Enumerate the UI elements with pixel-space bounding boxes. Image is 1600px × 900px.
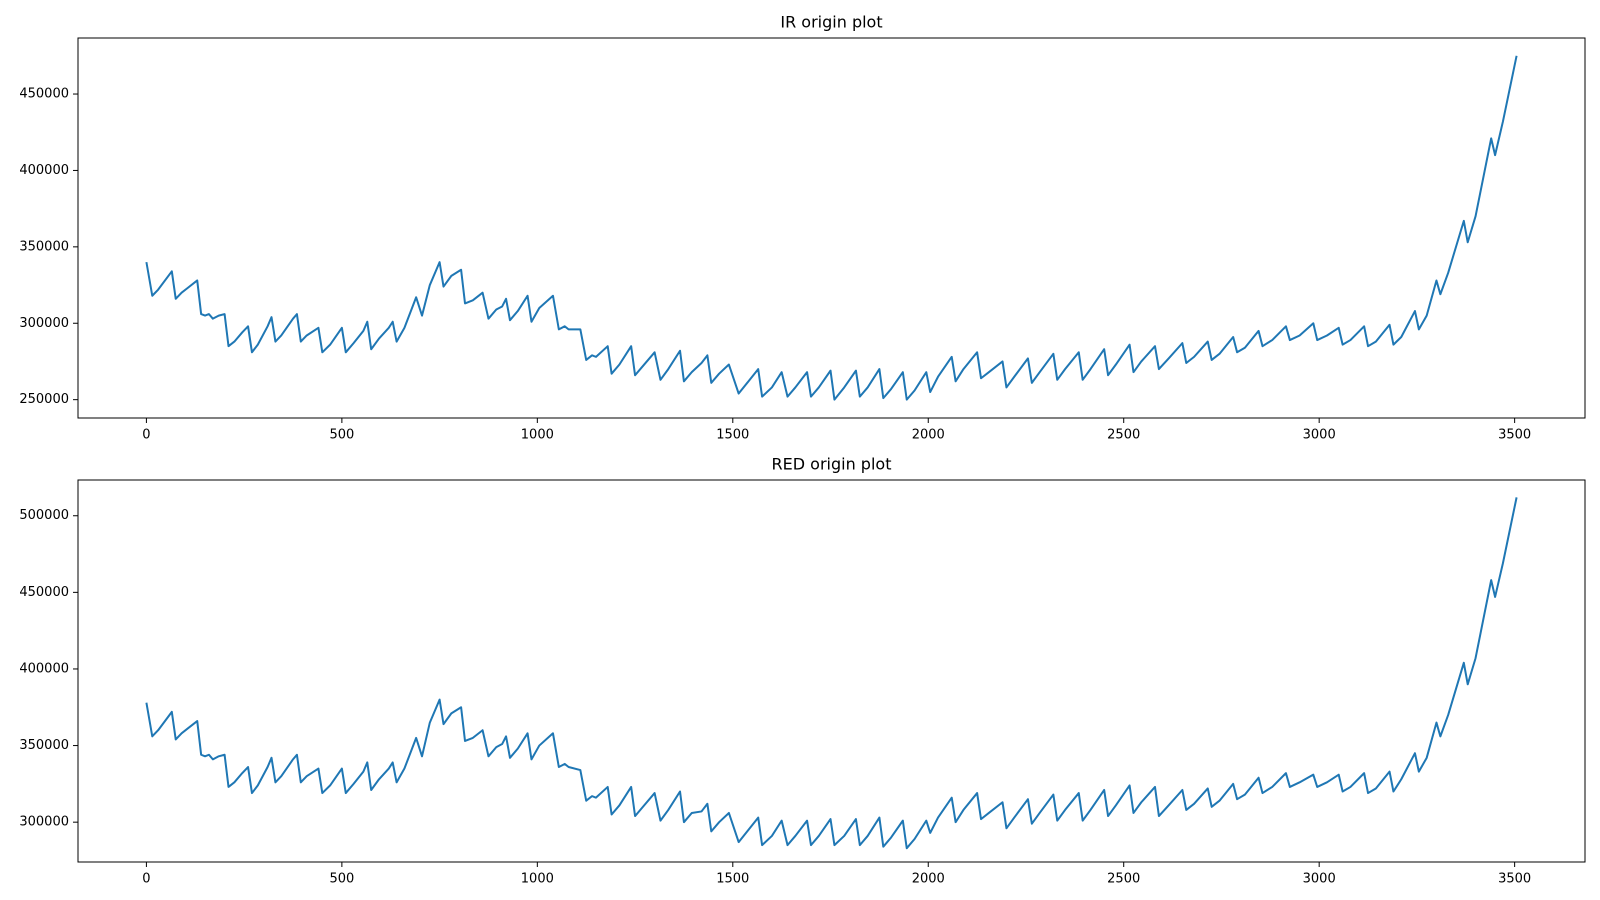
x-tick-label: 500 [329,428,354,443]
x-tick-label: 2500 [1107,428,1140,443]
x-tick-label: 1000 [521,872,554,887]
y-tick-label: 450000 [19,585,69,600]
y-tick-label: 500000 [19,508,69,523]
y-tick-label: 250000 [19,392,69,407]
chart-title: RED origin plot [772,455,892,474]
data-line [145,55,1518,401]
axes-frame [77,37,1586,419]
x-tick-label: 1500 [716,872,749,887]
x-tick-label: 500 [329,872,354,887]
y-tick-label: 400000 [19,661,69,676]
x-tick-label: 1000 [521,428,554,443]
x-tick-label: 1500 [716,428,749,443]
x-tick-label: 0 [142,872,150,887]
y-tick-label: 450000 [19,87,69,102]
x-tick-label: 2500 [1107,872,1140,887]
y-tick-label: 350000 [19,738,69,753]
data-line [145,497,1518,850]
x-tick-label: 3000 [1303,428,1336,443]
y-tick-label: 300000 [19,316,69,331]
axes-frame [77,479,1586,863]
x-tick-label: 3500 [1498,428,1531,443]
y-tick-label: 350000 [19,239,69,254]
x-tick-label: 3500 [1498,872,1531,887]
chart-title: IR origin plot [780,13,882,32]
x-tick-label: 0 [142,428,150,443]
x-tick-label: 2000 [912,428,945,443]
x-tick-label: 3000 [1303,872,1336,887]
x-tick-label: 2000 [912,872,945,887]
y-tick-label: 400000 [19,163,69,178]
y-tick-label: 300000 [19,815,69,830]
